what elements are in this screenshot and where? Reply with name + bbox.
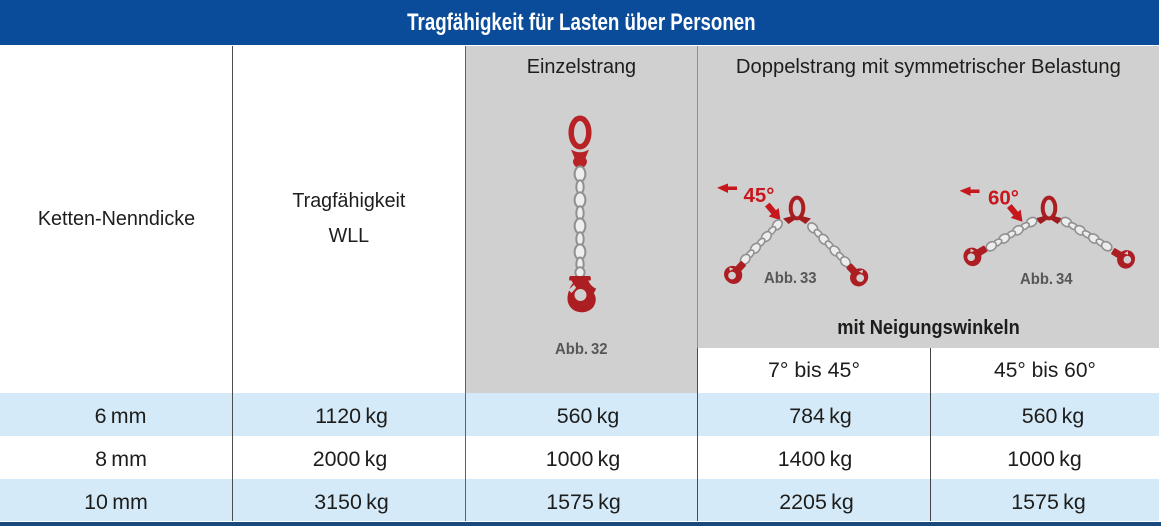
- svg-text:60°: 60°: [988, 187, 1019, 210]
- svg-text:45°: 45°: [744, 184, 775, 207]
